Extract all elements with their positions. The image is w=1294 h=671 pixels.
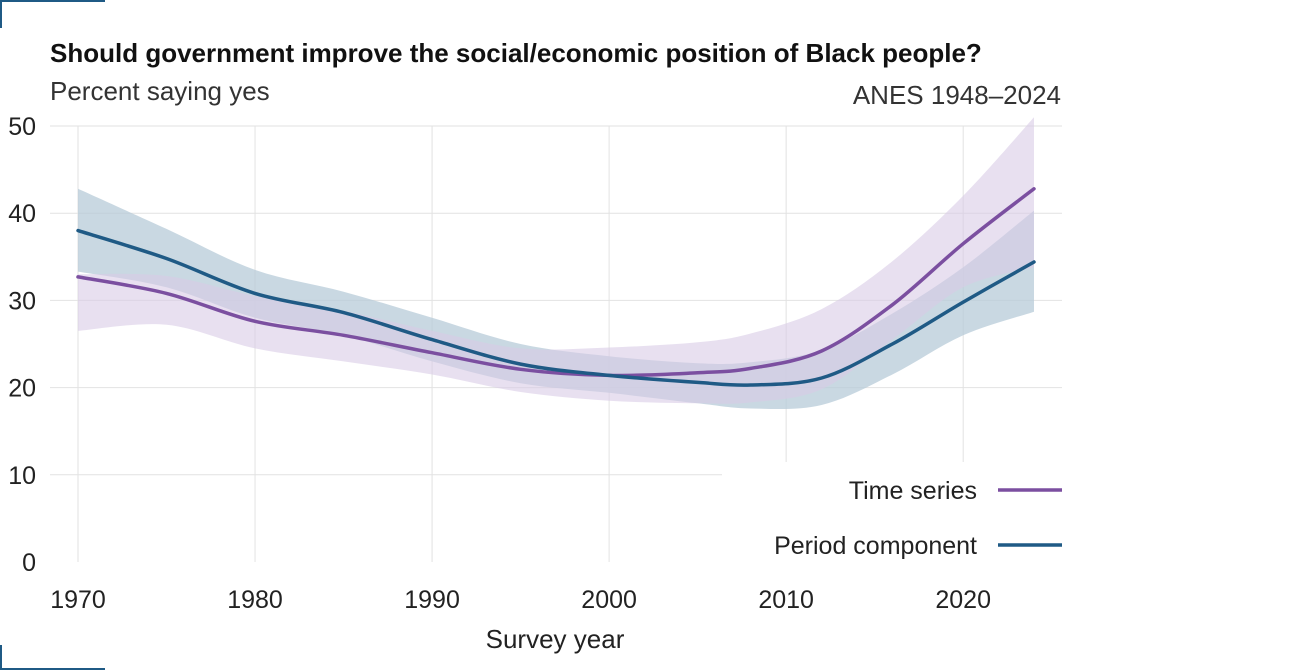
series-lines (76, 187, 1036, 387)
x-axis-ticks: 1970 1980 1990 2000 2010 2020 (50, 586, 991, 614)
legend-background (722, 462, 1082, 582)
legend: Time series Period component (774, 477, 1062, 560)
x-tick-label-1980: 1980 (227, 586, 283, 614)
confidence-bands (78, 117, 1034, 410)
legend-label-period-component: Period component (774, 532, 977, 560)
line-period-component (76, 228, 1036, 387)
y-tick-label-40: 40 (8, 200, 36, 228)
y-tick-label-20: 20 (8, 375, 36, 403)
x-tick-label-2020: 2020 (935, 586, 991, 614)
corner-mark-top (0, 0, 105, 28)
x-tick-label-1990: 1990 (404, 586, 460, 614)
y-tick-label-0: 0 (22, 549, 36, 577)
y-tick-label-50: 50 (8, 113, 36, 141)
chart-source: ANES 1948–2024 (853, 80, 1061, 110)
chart-title: Should government improve the social/eco… (50, 38, 982, 68)
chart-subtitle: Percent saying yes (50, 76, 270, 106)
y-axis-ticks: 0 10 20 30 40 50 (8, 113, 36, 577)
x-tick-label-1970: 1970 (50, 586, 106, 614)
legend-label-time-series: Time series (849, 477, 977, 505)
x-axis-title: Survey year (486, 624, 625, 654)
x-tick-label-2000: 2000 (581, 586, 637, 614)
y-tick-label-10: 10 (8, 462, 36, 490)
x-tick-label-2010: 2010 (758, 586, 814, 614)
corner-mark-bottom (0, 645, 105, 670)
y-tick-label-30: 30 (8, 287, 36, 315)
